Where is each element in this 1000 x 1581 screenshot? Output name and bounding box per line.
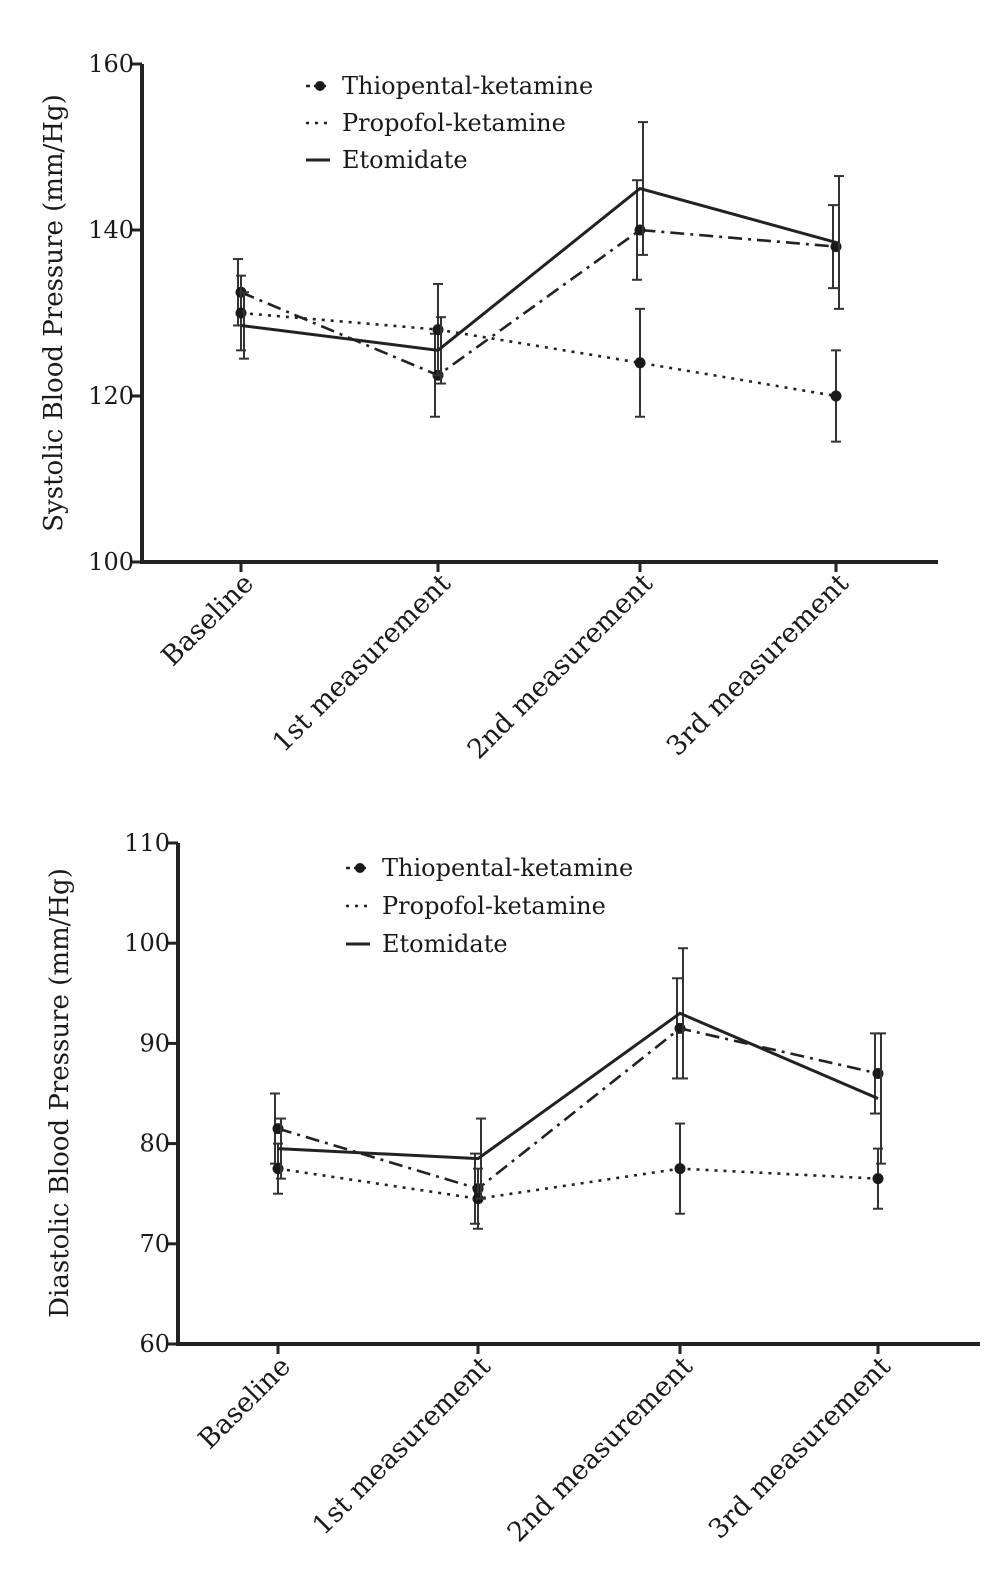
legend-label: Thiopental-ketamine [342,72,593,100]
y-tick-label: 160 [88,50,134,78]
series-etomidate [239,121,844,385]
chart-panel-2: 60 70 80 90 100 110 Diastolic Blood Pressure (… [45,829,980,1548]
legend-label: Propofol-ketamine [342,109,566,137]
x-tick-label: 2nd measurement [462,568,659,765]
data-point [674,1163,686,1175]
series-line [240,228,837,377]
y-tick-label: 60 [139,1330,170,1358]
legend-label: Etomidate [342,146,468,174]
series-line [277,1026,879,1191]
data-point [872,1173,884,1185]
series-line [240,311,837,398]
x-tick-label: Baseline [193,1351,297,1455]
series-line [240,186,837,352]
y-tick-label: 80 [139,1130,170,1158]
legend-label: Propofol-ketamine [382,892,606,920]
x-tick-label: 3rd measurement [703,1351,897,1545]
legend: Thiopental-ketamine Propofol-ketamine Etom… [346,854,633,958]
series-propofol [235,274,842,443]
series-line [277,1011,879,1161]
data-point [830,390,842,402]
y-tick-label: 100 [88,548,134,576]
y-tick-label: 120 [88,382,134,410]
x-tick-label: 1st measurement [307,1351,497,1541]
series-etomidate [276,947,886,1200]
x-tick-label: 2nd measurement [502,1351,699,1548]
data-point [634,357,646,369]
legend: Thiopental-ketamine Propofol-ketamine Etom… [306,72,593,174]
y-axis-label: Systolic Blood Pressure (mm/Hg) [39,94,69,532]
series-propofol [272,1122,884,1230]
legend-label: Thiopental-ketamine [382,854,633,882]
legend-label: Etomidate [382,930,508,958]
legend-marker [355,863,365,873]
series-line [277,1167,879,1201]
y-axis-label: Diastolic Blood Pressure (mm/Hg) [45,868,75,1318]
x-tick-label: 3rd measurement [661,568,855,762]
y-tick-label: 110 [124,829,170,857]
legend-marker [315,81,325,91]
y-tick-label: 90 [139,1029,170,1057]
y-tick-label: 140 [88,216,134,244]
x-tick-label: 1st measurement [267,568,457,758]
y-tick-label: 100 [124,929,170,957]
x-tick-label: Baseline [156,568,260,672]
y-tick-label: 70 [139,1230,170,1258]
chart-panel-1: 100 120 140 160 Systolic Blood Pressure (mm/… [39,50,938,765]
series-thiopental [270,977,884,1225]
